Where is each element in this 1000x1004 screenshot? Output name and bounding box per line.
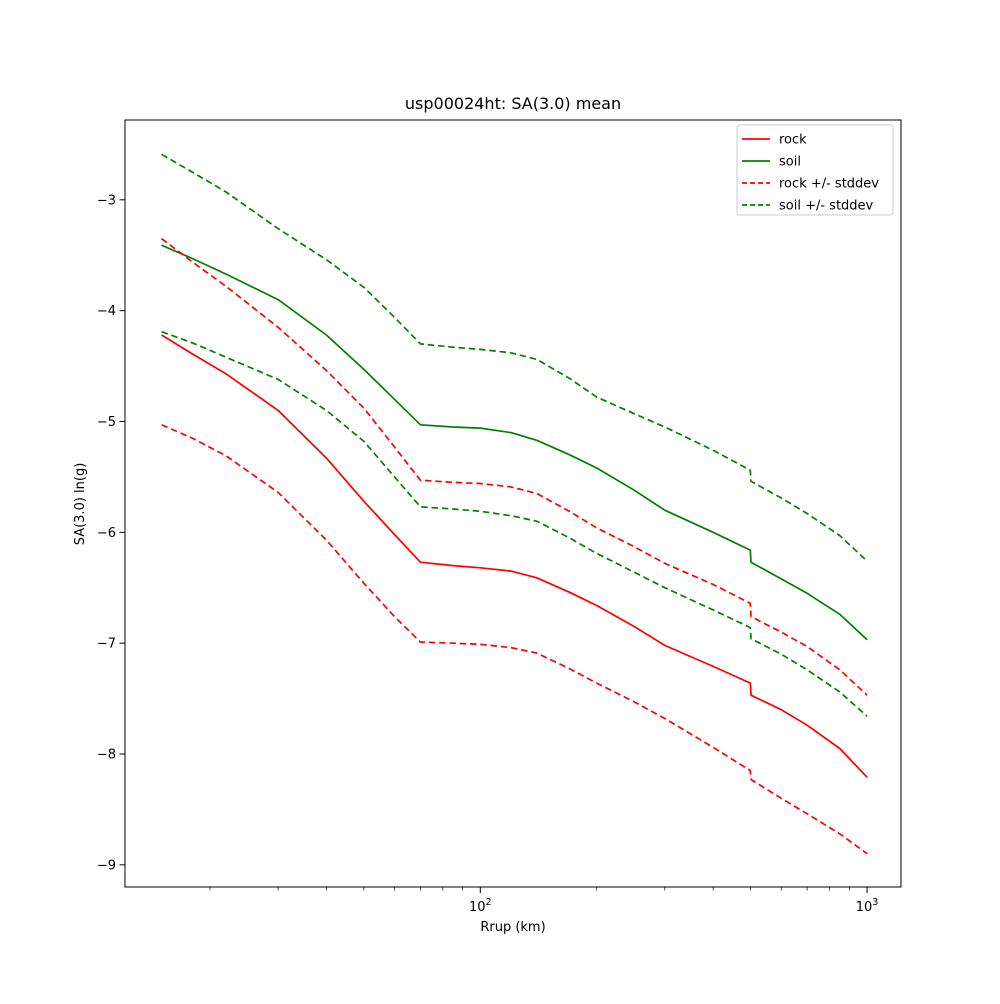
legend-label-rock: rock (779, 133, 807, 148)
plot-lines (161, 153, 868, 855)
rock-plus-stddev-line (161, 237, 868, 696)
legend-box (736, 124, 894, 216)
x-axis-minor-ticks (209, 887, 850, 891)
soil-plus-stddev-line (161, 153, 868, 562)
y-tick-label: −4 (97, 304, 116, 319)
y-axis-label: SA(3.0) ln(g) (73, 463, 88, 546)
x-tick-label: 103 (856, 897, 879, 915)
soil-minus-stddev-line (161, 330, 868, 717)
y-tick-label: −7 (97, 637, 116, 652)
rock-line (161, 334, 868, 778)
legend-label-rock-stddev: rock +/- stddev (779, 177, 879, 192)
legend: rock soil rock +/- stddev soil +/- stddev (736, 124, 894, 216)
chart-title: usp00024ht: SA(3.0) mean (405, 94, 621, 113)
x-axis-label: Rrup (km) (480, 920, 545, 935)
y-axis-ticks: −3 −4 −5 −6 −7 −8 −9 (97, 193, 125, 873)
plot-frame (124, 119, 902, 888)
soil-line (161, 244, 868, 641)
legend-label-soil: soil (779, 155, 801, 170)
y-tick-label: −8 (97, 747, 116, 762)
x-tick-label: 102 (469, 897, 492, 915)
y-tick-label: −3 (97, 193, 116, 208)
y-tick-label: −9 (97, 858, 116, 873)
x-axis-major-ticks: 102 103 (469, 887, 878, 915)
y-tick-label: −6 (97, 526, 116, 541)
y-tick-label: −5 (97, 415, 116, 430)
rock-minus-stddev-line (161, 424, 868, 855)
legend-label-soil-stddev: soil +/- stddev (779, 199, 874, 214)
